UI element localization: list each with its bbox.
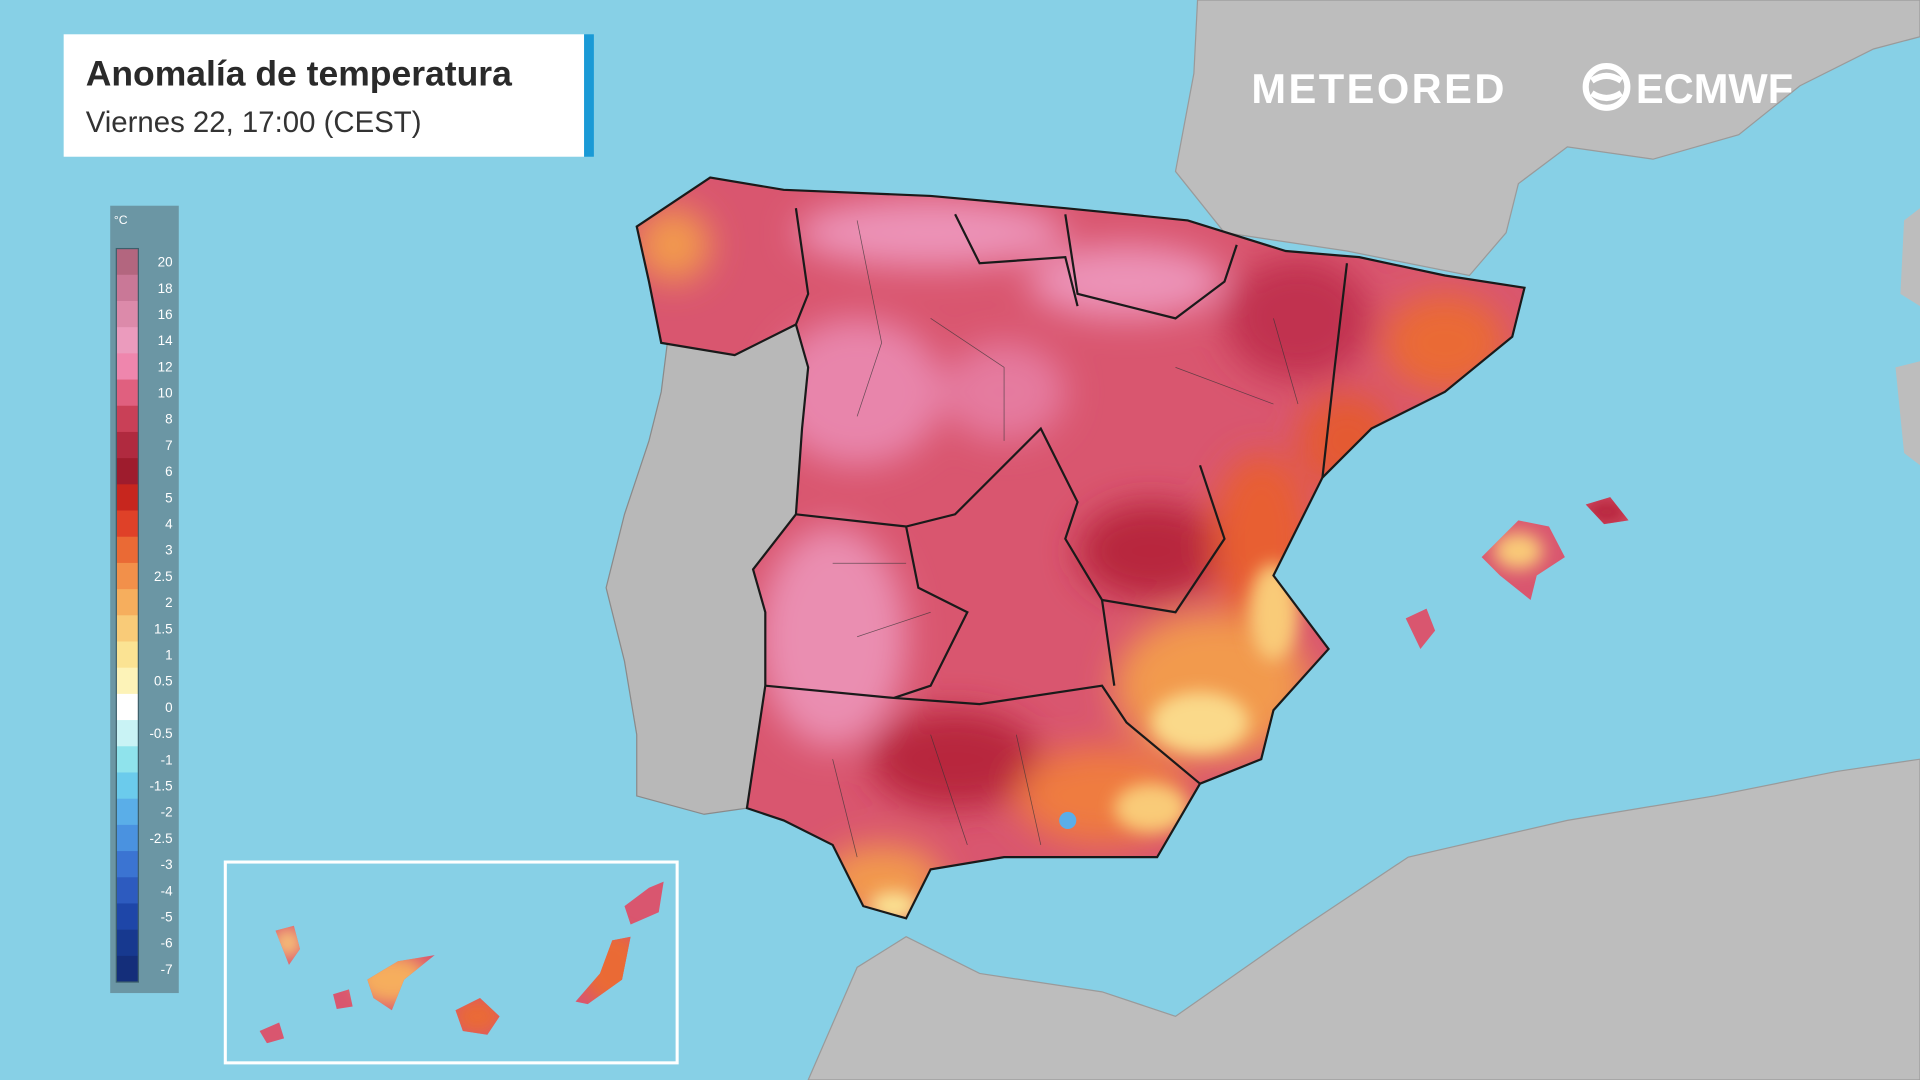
legend-swatch — [116, 484, 139, 511]
logo-ecmwf-mark — [1582, 63, 1631, 111]
legend-label: 18 — [158, 281, 173, 296]
legend-label: -0.5 — [149, 726, 172, 741]
legend-label: 2 — [165, 595, 172, 610]
legend-label: 8 — [165, 412, 172, 427]
legend: °C 20 18 16 14 12 10 8 7 6 5 4 3 2.5 2 1.5 1 0.5 0 -0.5 -1 -… — [110, 205, 179, 994]
legend-label: 0 — [165, 700, 172, 715]
legend-swatch — [116, 720, 139, 747]
legend-label: -3 — [161, 857, 173, 872]
legend-swatch — [116, 903, 139, 931]
legend-label: 1 — [165, 647, 172, 662]
legend-label: -4 — [161, 883, 173, 898]
legend-swatch — [116, 641, 139, 669]
canary-inset — [223, 860, 679, 1065]
legend-swatch — [116, 300, 139, 328]
legend-label: 16 — [158, 307, 173, 322]
logo-meteored: METEORED — [1251, 65, 1506, 112]
legend-label: 2.5 — [154, 569, 173, 584]
legend-unit: °C — [114, 213, 128, 227]
legend-swatch — [116, 955, 139, 983]
legend-label: -2.5 — [149, 831, 172, 846]
legend-label: -1.5 — [149, 778, 172, 793]
land-africa — [807, 758, 1920, 1080]
legend-swatch — [116, 851, 139, 878]
legend-swatch — [116, 615, 139, 642]
legend-label: 5 — [165, 490, 172, 505]
legend-label: 20 — [158, 255, 173, 270]
title-accent — [584, 34, 594, 157]
legend-swatch — [116, 327, 139, 354]
legend-label: 10 — [158, 386, 173, 401]
legend-label: -1 — [161, 752, 173, 767]
legend-swatch — [116, 274, 139, 302]
legend-swatch — [116, 929, 139, 957]
legend-swatch — [116, 667, 139, 695]
legend-swatch — [116, 746, 139, 773]
legend-swatch — [116, 353, 139, 380]
legend-swatch — [116, 798, 139, 826]
legend-label: 14 — [158, 333, 173, 348]
logo-ecmwf: ECMWF — [1636, 65, 1793, 112]
land-france — [1174, 0, 1920, 277]
legend-swatch — [116, 510, 139, 538]
legend-label: 12 — [158, 359, 173, 374]
legend-label: -2 — [161, 805, 173, 820]
legend-swatch — [116, 877, 139, 904]
legend-label: -6 — [161, 936, 173, 951]
legend-swatch — [116, 248, 139, 276]
legend-swatch — [116, 405, 139, 433]
land-corsica — [1895, 208, 1920, 466]
legend-label: -5 — [161, 909, 173, 924]
legend-swatch — [116, 693, 139, 721]
subtitle: Viernes 22, 17:00 (CEST) — [86, 106, 422, 139]
legend-swatch — [116, 824, 139, 852]
legend-swatch — [116, 772, 139, 800]
legend-swatch — [116, 562, 139, 590]
legend-swatch — [116, 458, 139, 485]
legend-swatch — [116, 379, 139, 407]
province-borders — [832, 220, 1299, 858]
title-box — [63, 34, 585, 157]
legend-swatch — [116, 536, 139, 564]
legend-label: 4 — [165, 517, 173, 532]
title: Anomalía de temperatura — [86, 54, 512, 94]
legend-label: 0.5 — [154, 674, 173, 689]
legend-swatch — [116, 589, 139, 616]
region-borders — [635, 176, 1526, 920]
legend-swatch — [116, 431, 139, 459]
legend-label: 7 — [165, 438, 172, 453]
legend-frame — [115, 247, 139, 983]
legend-label: 3 — [165, 543, 172, 558]
legend-label: -7 — [161, 962, 173, 977]
legend-label: 6 — [165, 464, 172, 479]
legend-label: 1.5 — [154, 621, 173, 636]
